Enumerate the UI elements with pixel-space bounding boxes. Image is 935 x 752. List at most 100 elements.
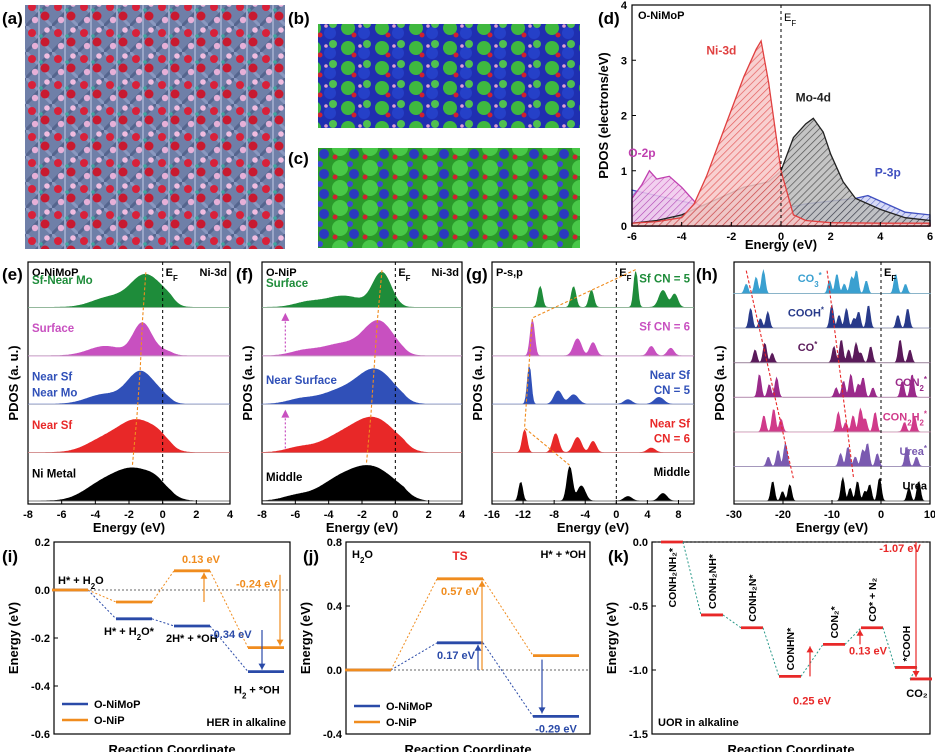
- label-part: E: [619, 267, 626, 279]
- label-part: H: [352, 549, 360, 561]
- series-label: CN = 5: [654, 385, 691, 397]
- series-label: Near Surface: [266, 375, 337, 387]
- series-label: Urea: [903, 480, 928, 492]
- annotation: -0.29 eV: [535, 723, 577, 735]
- label-part: F: [791, 19, 796, 28]
- series-label-p-3p: P-3p: [875, 165, 901, 179]
- series-label: Near Mo: [32, 388, 77, 400]
- connector-o-nimop: [151, 618, 175, 627]
- state-label: CONH₂NH₂*: [667, 547, 679, 607]
- annotation: 0.13 eV: [849, 646, 888, 658]
- fermi-label: EF: [398, 267, 410, 283]
- label-part: *: [821, 305, 825, 314]
- label-part: 2: [242, 691, 247, 700]
- label-part: E: [884, 267, 891, 279]
- x-tick-label: -6: [290, 509, 300, 521]
- peak-trend-line: [745, 270, 794, 479]
- series-label: Urea*: [899, 443, 927, 458]
- fermi-label: EF: [166, 267, 178, 283]
- series-label: Surface: [266, 278, 308, 290]
- series-label: Middle: [266, 472, 302, 484]
- series-label: Near Sf: [650, 419, 690, 431]
- connector: [800, 644, 824, 677]
- connector: [762, 627, 780, 677]
- y-tick-label: 0: [621, 221, 627, 233]
- x-tick-label: -16: [484, 509, 500, 521]
- label-part: 2: [137, 632, 142, 641]
- x-tick-label: 2: [828, 231, 834, 243]
- state-label: CONH₂NH*: [707, 553, 719, 609]
- panel-label-a: (a): [2, 9, 23, 28]
- arrow-head: [478, 580, 486, 587]
- x-axis-label: Reaction Coordinate: [108, 742, 235, 752]
- x-axis-label: Reaction Coordinate: [404, 742, 531, 752]
- label-part: H* + H: [104, 626, 137, 638]
- arrow-head: [276, 639, 284, 646]
- x-tick-label: -8: [549, 509, 559, 521]
- state-label: CON₂*: [829, 605, 841, 638]
- label-part: H: [234, 685, 242, 697]
- plot-frame: [345, 541, 591, 735]
- x-axis-label: Energy (eV): [745, 237, 817, 252]
- label-part: F: [627, 274, 632, 283]
- state-label: H* + *OH: [540, 549, 586, 561]
- x-tick-label: 8: [675, 509, 681, 521]
- x-tick-label: -20: [775, 509, 791, 521]
- panel-label-h: (h): [696, 265, 718, 284]
- label-part: COOH: [788, 308, 821, 320]
- state-label: CONH₂N*: [747, 574, 759, 622]
- chart-title: O-NiP: [266, 267, 297, 279]
- panel-b: (b): [288, 9, 580, 128]
- state-label: TS: [452, 549, 467, 563]
- y-axis-label: PDOS (a. u.): [240, 345, 255, 420]
- arrow-head: [200, 572, 208, 579]
- label-part: 2: [920, 418, 925, 427]
- series-label: Surface: [32, 323, 74, 335]
- connector: [682, 541, 702, 616]
- arrow-head: [258, 663, 266, 670]
- x-tick-label: -4: [677, 231, 688, 243]
- fermi-label: EF: [619, 267, 631, 283]
- chart-title: O-NiMoP: [32, 267, 78, 279]
- peak-trend-line: [131, 272, 147, 466]
- x-tick-label: -10: [824, 509, 840, 521]
- panel-label-f: (f): [236, 265, 253, 284]
- annotation: 0.13 eV: [182, 554, 221, 566]
- annotation: -1.07 eV: [879, 543, 921, 555]
- label-part: 2: [360, 556, 365, 565]
- y-tick-label: 0.0: [633, 537, 648, 549]
- y-tick-label: -1.5: [629, 729, 648, 741]
- pdos-curve-6: [734, 476, 930, 502]
- x-tick-label: 0: [778, 231, 784, 243]
- series-label: Sf CN = 5: [639, 273, 690, 285]
- charge-density-image-b: [318, 24, 580, 128]
- label-part: *: [819, 271, 823, 280]
- x-tick-label: 4: [644, 509, 651, 521]
- series-label: Near Sf: [32, 372, 72, 384]
- series-label: Ni Metal: [32, 468, 76, 480]
- state-label: H* + H2O: [58, 575, 104, 591]
- series-label-mo-4d: Mo-4d: [796, 91, 831, 105]
- state-label: CONHN*: [785, 627, 797, 670]
- x-tick-label: 0: [160, 509, 166, 521]
- state-label: H2O: [352, 549, 373, 565]
- panel-i: (i) -0.6 -0.4 -0.2 0.0 0.2 Reaction Coordinat…: [2, 537, 291, 752]
- connector-o-nimop: [482, 642, 534, 717]
- label-part: E: [398, 267, 405, 279]
- x-tick-label: 0: [878, 509, 884, 521]
- legend-label: O-NiMoP: [386, 701, 432, 713]
- structure-image-a: [25, 5, 285, 249]
- shift-arrow-head: [281, 409, 290, 418]
- label-part: E: [166, 267, 173, 279]
- y-tick-label: -0.4: [31, 681, 51, 693]
- panel-label-i: (i): [2, 547, 18, 566]
- label-part: 2: [91, 582, 96, 591]
- connector: [882, 627, 896, 668]
- x-tick-label: -6: [627, 231, 637, 243]
- state-label: H2 + *OH: [234, 685, 280, 701]
- label-part: *: [924, 409, 928, 418]
- x-tick-label: -12: [515, 509, 531, 521]
- label-part: CO: [798, 273, 815, 285]
- y-tick-label: 4: [621, 0, 628, 12]
- legend-label: O-NiP: [386, 717, 417, 729]
